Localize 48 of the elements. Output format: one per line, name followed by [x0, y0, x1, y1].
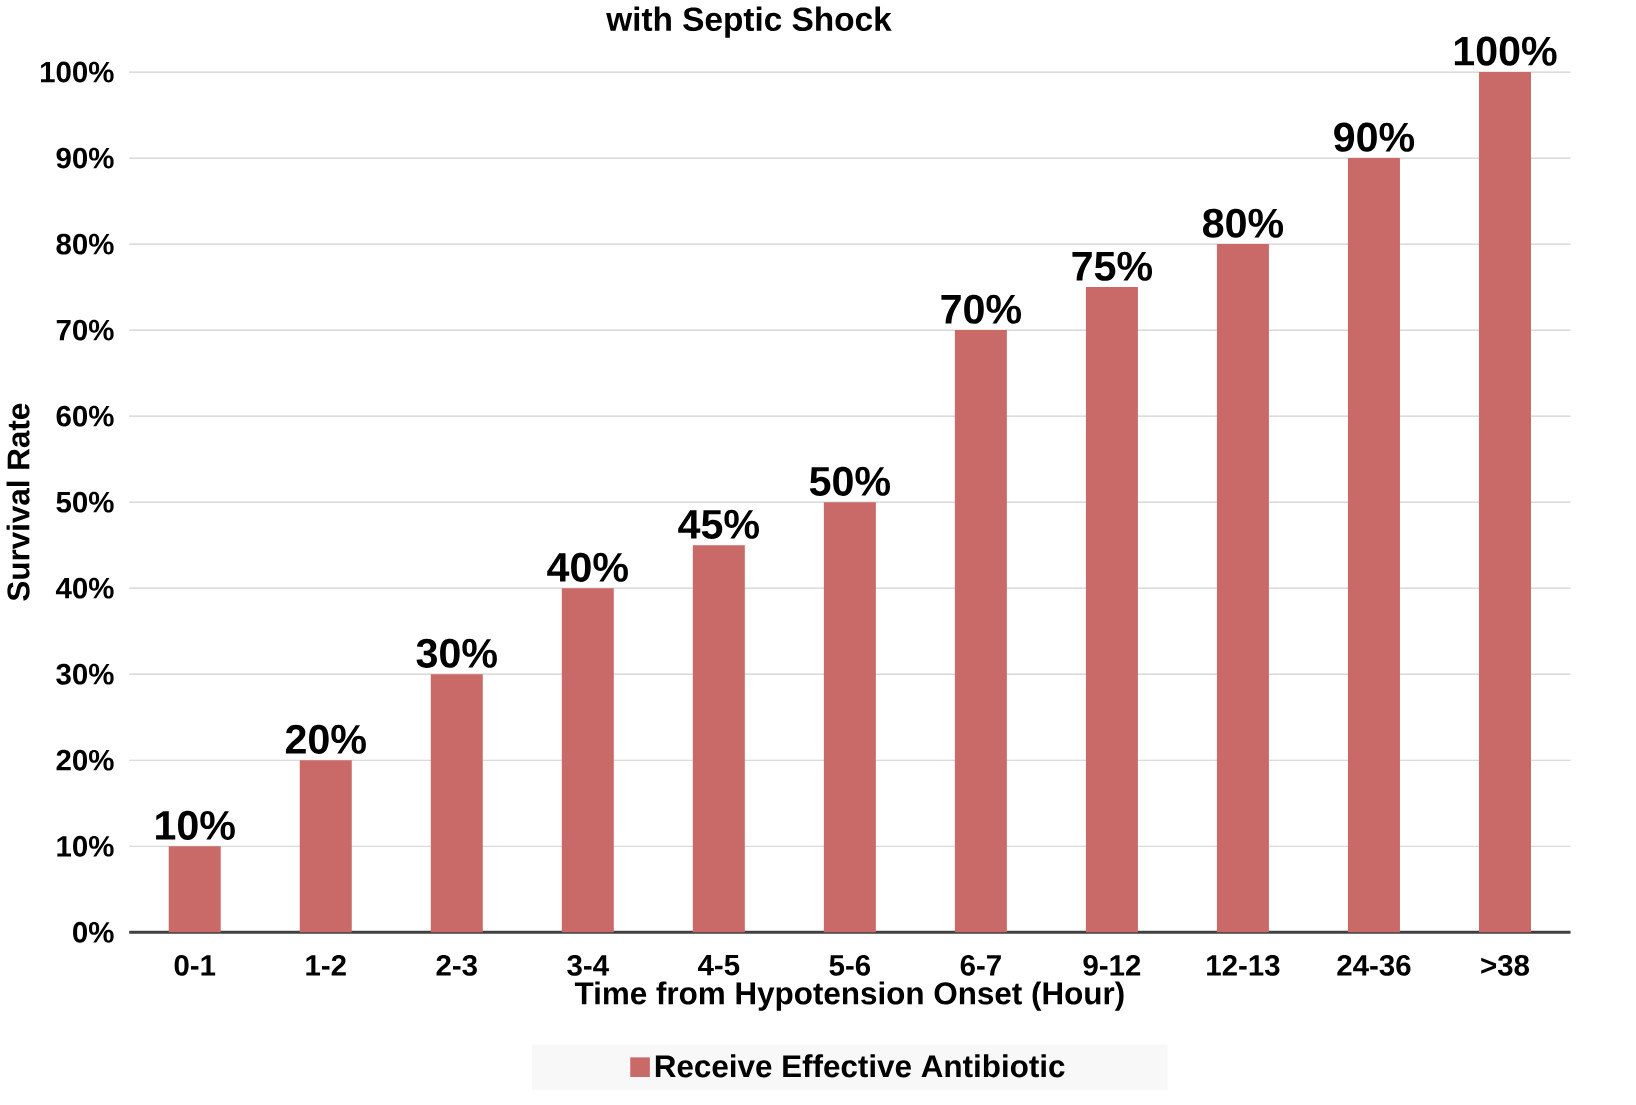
x-tick-label: 12-13: [1207, 954, 1280, 976]
x-tick-label: 24-36: [1337, 954, 1411, 976]
y-tick-label: 50%: [56, 491, 114, 513]
bar: [1478, 71, 1531, 933]
y-tick-label: 70%: [56, 319, 114, 341]
x-axis-title: Time from Hypotension Onset (Hour): [574, 981, 1124, 1011]
bar: [1347, 157, 1400, 933]
bar: [561, 588, 614, 933]
data-label: 45%: [678, 509, 759, 539]
bar: [430, 674, 483, 933]
data-label: 75%: [1072, 251, 1153, 281]
data-label: 80%: [1202, 208, 1284, 238]
x-tick-label: 0-1: [174, 954, 216, 976]
data-label: 70%: [941, 294, 1022, 324]
x-tick-label: 3-4: [567, 954, 609, 976]
legend-label: Receive Effective Antibiotic: [655, 1054, 1065, 1078]
data-label: 40%: [547, 552, 628, 582]
y-tick-label: 20%: [56, 749, 114, 771]
bar: [1216, 243, 1269, 933]
x-tick-label: 5-6: [829, 954, 871, 976]
data-label: 20%: [285, 724, 366, 754]
x-tick-label: 9-12: [1083, 954, 1141, 976]
bar: [954, 329, 1007, 933]
y-tick-label: 100%: [41, 61, 114, 83]
bar: [299, 760, 352, 933]
data-label: 90%: [1334, 122, 1415, 152]
y-tick-label: 10%: [57, 835, 114, 857]
data-label: 50%: [809, 466, 890, 496]
bar: [823, 501, 876, 933]
y-tick-label: 60%: [56, 405, 114, 427]
bar: [692, 545, 745, 933]
x-tick-label: >38: [1481, 954, 1530, 976]
y-axis-title: Survival Rate: [6, 403, 30, 601]
data-label: 30%: [416, 638, 497, 668]
x-tick-label: 2-3: [436, 954, 477, 976]
x-tick-label: 1-2: [306, 954, 346, 976]
data-label: 10%: [156, 810, 235, 840]
bar: [168, 846, 221, 933]
y-tick-label: 90%: [56, 147, 114, 169]
bar: [1085, 286, 1138, 933]
data-label: 100%: [1454, 36, 1557, 66]
chart-title: with Septic Shock: [606, 6, 892, 38]
x-tick-label: 6-7: [960, 954, 1001, 976]
x-tick-label: 4-5: [697, 954, 740, 976]
y-tick-label: 30%: [56, 663, 114, 685]
y-tick-label: 0%: [73, 921, 114, 943]
y-tick-label: 40%: [55, 577, 114, 599]
y-tick-label: 80%: [56, 233, 114, 255]
